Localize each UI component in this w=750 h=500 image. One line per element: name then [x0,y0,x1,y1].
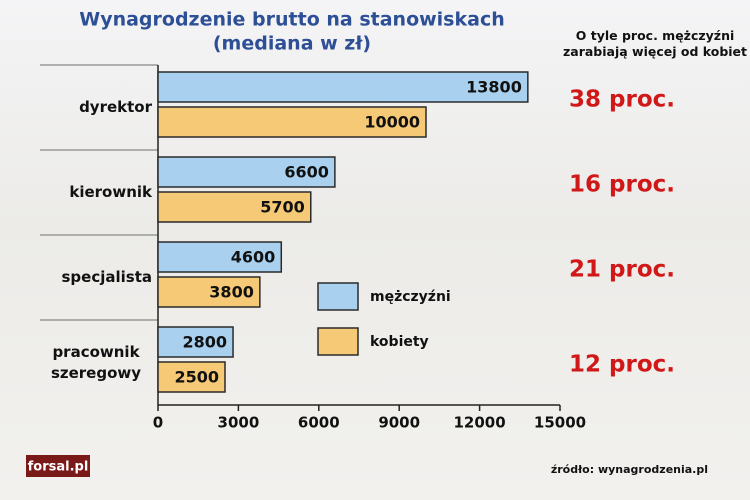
bar [157,71,529,103]
value-label: 5700 [260,198,305,217]
value-label: 3800 [209,283,254,302]
logo: forsal.pl [28,460,89,475]
x-tick-label: 6000 [298,414,340,432]
y-tick-label: pracownik szeregowy [50,342,142,382]
legend-label: kobiety [370,334,429,350]
value-label: 2500 [174,368,219,387]
bar [157,106,427,138]
value-label: 10000 [364,113,420,132]
bar [157,241,283,273]
bar [157,156,336,188]
value-label: 4600 [231,248,276,267]
legend-label: mężczyźni [370,289,451,305]
source: źródło: wynagrodzenia.pl [551,463,708,476]
y-tick-label: dyrektor [79,98,152,116]
annotation: 38 proc. [569,87,675,113]
annotation-header: O tyle proc. mężczyźni zarabiają więcej … [562,28,748,59]
annotation: 12 proc. [569,352,675,378]
chart-title: Wynagrodzenie brutto na stanowiskach [79,9,505,31]
x-tick-label: 15000 [534,414,586,432]
value-label: 13800 [466,78,522,97]
annotation: 21 proc. [569,257,675,283]
logo-box [26,455,90,477]
value-label: 6600 [284,163,329,182]
y-tick-label: specjalista [61,268,153,286]
bar [157,361,226,393]
legend-swatch [317,282,359,311]
bar [157,326,234,358]
legend-swatch [317,327,359,356]
bar [157,276,261,308]
value-label: 2800 [183,333,228,352]
x-tick-label: 3000 [218,414,260,432]
y-tick-label: kierownik [69,183,152,201]
annotation: 16 proc. [569,172,675,198]
x-tick-label: 9000 [378,414,420,432]
chart-subtitle: (mediana w zł) [213,33,371,55]
bar [157,191,312,223]
x-tick-label: 12000 [454,414,506,432]
x-tick-label: 0 [153,414,163,432]
